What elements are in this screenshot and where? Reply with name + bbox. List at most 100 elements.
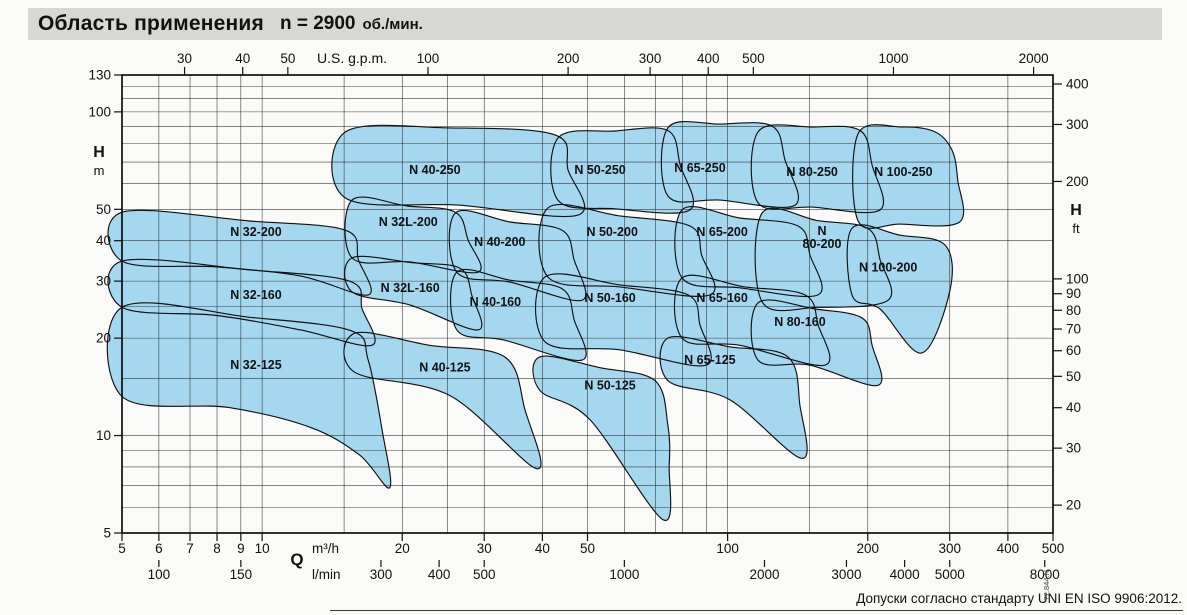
footer-divider (330, 610, 1183, 611)
lmin-tick-label: 5000 (935, 567, 965, 582)
right-tick-label: 90 (1066, 286, 1081, 301)
region-fill-n-32-125 (107, 302, 391, 489)
region-fill-n-80-250 (751, 124, 884, 213)
bottom-axis-unit-lmin: l/min (312, 567, 341, 582)
region-label-n-50-200: N 50-200 (586, 225, 637, 239)
lmin-tick-label: 1000 (609, 567, 639, 582)
region-label-n-65-250: N 65-250 (674, 161, 725, 175)
top-tick-label: 100 (417, 51, 440, 66)
right-tick-label: 70 (1066, 322, 1081, 337)
region-outline-n-100-250 (852, 124, 965, 229)
bottom-tick-label: 10 (255, 541, 270, 556)
region-outline-n-100-200 (846, 224, 953, 354)
page-header: Область применения n = 2900 об./мин. (28, 8, 1162, 40)
top-axis-title: U.S. g.p.m. (317, 50, 387, 66)
region-label-n-32-200: N 32-200 (230, 225, 281, 239)
right-axis-symbol: H (1070, 202, 1082, 219)
top-tick-label: 300 (639, 51, 662, 66)
region-fill-n-40-250 (331, 125, 585, 217)
left-tick-label: 20 (96, 331, 111, 346)
bottom-tick-label: 20 (395, 541, 410, 556)
right-tick-label: 20 (1066, 498, 1081, 513)
lmin-tick-label: 100 (148, 567, 171, 582)
top-tick-label: 400 (697, 51, 720, 66)
speed-value: n = 2900 (279, 13, 356, 34)
speed-unit: об./мин. (362, 15, 423, 33)
region-outline-n-50-250 (550, 127, 695, 214)
region-outline-n-80-160 (750, 299, 883, 387)
region-outline-n-50-125 (532, 355, 672, 521)
top-tick-label: 200 (557, 51, 580, 66)
left-axis-symbol: H (93, 144, 105, 161)
region-label-n-50-160: N 50-160 (584, 291, 635, 305)
region-label-n-40-125: N 40-125 (419, 361, 470, 375)
top-tick-label: 40 (235, 51, 250, 66)
bottom-tick-label: 300 (938, 541, 961, 556)
region-label-n-40-200: N 40-200 (474, 235, 525, 249)
left-tick-label: 130 (88, 68, 111, 83)
region-label-n-65-200: N 65-200 (696, 225, 747, 239)
right-tick-label: 60 (1066, 343, 1081, 358)
page-title: Область применения (38, 12, 264, 35)
lmin-tick-label: 4000 (890, 567, 920, 582)
region-fill-n-50-250 (550, 127, 694, 214)
region-label-n-100-250: N 100-250 (874, 165, 932, 179)
left-tick-label: 100 (88, 104, 111, 119)
right-tick-label: 100 (1066, 271, 1089, 286)
region-outline-n-40-200 (448, 209, 587, 302)
bottom-tick-label: 100 (716, 541, 739, 556)
region-label-n-32l-160: N 32L-160 (381, 281, 440, 295)
region-fill-n-65-125 (660, 336, 808, 459)
left-tick-label: 5 (103, 526, 111, 541)
lmin-tick-label: 300 (370, 567, 393, 582)
region-outline-n-65-125 (659, 336, 808, 459)
region-outline-n-65-200 (674, 206, 823, 298)
top-tick-label: 30 (177, 51, 192, 66)
top-tick-label: 1000 (878, 51, 908, 66)
region-fill-n-50-200 (538, 204, 715, 297)
region-outline-n-80-250 (750, 124, 885, 214)
tolerance-note: Допуски согласно стандарту UNI EN ISO 99… (856, 591, 1182, 606)
lmin-tick-label: 400 (428, 567, 451, 582)
lmin-tick-label: 150 (230, 567, 253, 582)
bottom-tick-label: 8 (213, 541, 221, 556)
bottom-tick-label: 500 (1042, 541, 1065, 556)
region-outline-n-32-200 (107, 209, 372, 296)
region-outline-n-65-250 (660, 120, 800, 208)
region-outline-n-40-125 (343, 331, 542, 470)
region-label-n-65-160: N 65-160 (696, 291, 747, 305)
region-outline-n-32-125 (106, 302, 392, 489)
bottom-tick-label: 200 (856, 541, 879, 556)
right-tick-label: 200 (1066, 174, 1089, 189)
region-fill-n-100-250 (852, 124, 964, 229)
bottom-tick-label: 40 (535, 541, 550, 556)
left-tick-label: 30 (96, 274, 111, 289)
region-outline-n-40-160 (450, 268, 587, 362)
region-label-n-32-160: N 32-160 (230, 288, 281, 302)
lmin-tick-label: 3000 (831, 567, 861, 582)
region-label-n-80-160: N 80-160 (774, 315, 825, 329)
region-label-n-100-200: N 100-200 (859, 261, 917, 275)
left-tick-label: 10 (96, 428, 111, 443)
bottom-tick-label: 5 (118, 541, 126, 556)
right-axis-unit: ft (1072, 221, 1080, 236)
region-label-n-40-250: N 40-250 (409, 163, 460, 177)
region-fill-n-100-200 (847, 224, 953, 354)
top-tick-label: 50 (280, 51, 295, 66)
bottom-tick-label: 7 (186, 541, 194, 556)
bottom-tick-label: 50 (580, 541, 595, 556)
left-tick-label: 40 (96, 233, 111, 248)
lmin-tick-label: 8000 (1030, 567, 1060, 582)
bottom-tick-label: 400 (997, 541, 1020, 556)
region-label-n-65-125: N 65-125 (684, 353, 735, 367)
region-outline-n-65-160 (673, 274, 831, 367)
region-label-n-50-250: N 50-250 (574, 163, 625, 177)
region-outline-n-80-200 (754, 207, 893, 312)
bottom-tick-label: 30 (477, 541, 492, 556)
bottom-axis-unit-m3h: m³/h (312, 541, 339, 556)
region-outline-n-50-200 (538, 203, 716, 297)
region-label-n-40-160: N 40-160 (470, 295, 521, 309)
region-label-n-32l-200: N 32L-200 (379, 215, 438, 229)
